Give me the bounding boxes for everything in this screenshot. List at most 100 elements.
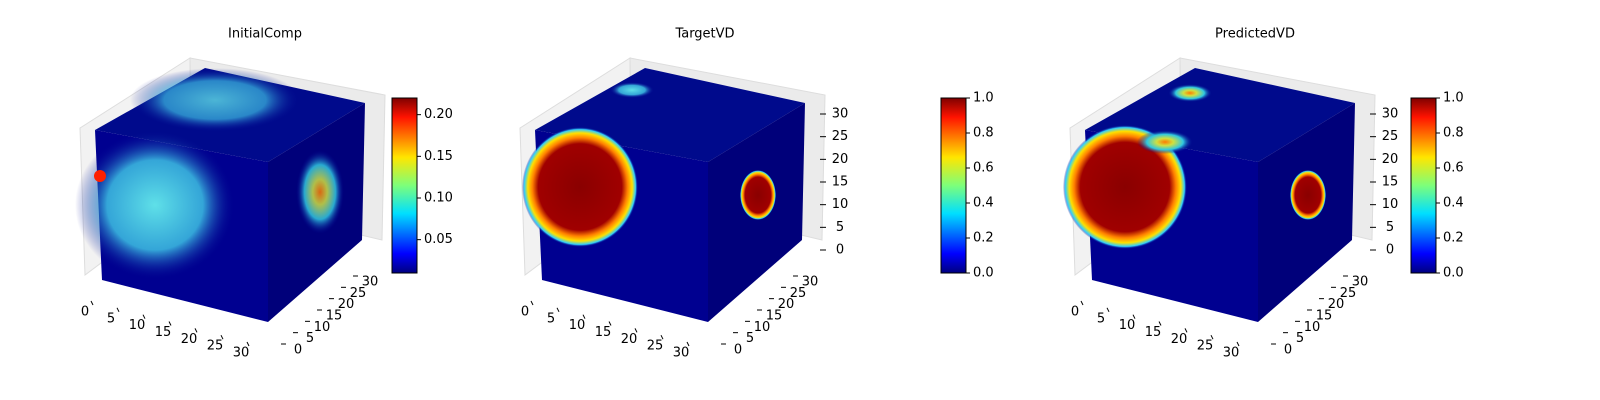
voxel-region: [1137, 130, 1193, 154]
x-tick-label: 20: [621, 332, 638, 347]
x-tick: [556, 307, 560, 313]
z-tick-label: 5: [1386, 220, 1394, 235]
z-tick-label: 30: [1382, 107, 1399, 122]
z-tick-label: 20: [832, 152, 849, 167]
x-tick: [1106, 307, 1110, 313]
y-tick-label: 20: [338, 297, 355, 312]
x-tick: [116, 307, 120, 313]
panel-title: TargetVD: [674, 27, 734, 42]
y-tick-label: 20: [778, 297, 795, 312]
x-tick: [582, 314, 586, 319]
colorbar-tick-label: 0.0: [973, 266, 994, 281]
z-tick-label: 25: [832, 129, 849, 144]
colorbar-tick-label: 1.0: [1443, 91, 1464, 106]
x-tick-label: 15: [155, 325, 172, 340]
voxel-region: [740, 170, 776, 220]
x-tick-label: 20: [1171, 332, 1188, 347]
y-tick-label: 10: [754, 320, 771, 335]
colorbar-tick-label: 0.8: [973, 126, 994, 141]
z-tick-label: 5: [836, 220, 844, 235]
x-tick: [1132, 314, 1136, 319]
y-tick-label: 15: [1316, 308, 1333, 323]
voxel-region: [1290, 170, 1326, 220]
x-tick: [220, 334, 224, 340]
x-tick-label: 25: [207, 339, 224, 354]
x-tick-label: 0: [81, 305, 89, 320]
x-tick: [686, 341, 690, 347]
colorbar-tick-label: 0.8: [1443, 126, 1464, 141]
x-tick: [90, 300, 94, 306]
x-tick-label: 20: [181, 332, 198, 347]
x-tick: [634, 328, 638, 333]
x-tick-label: 25: [647, 339, 664, 354]
y-tick-label: 25: [790, 286, 807, 301]
x-tick: [142, 314, 146, 319]
y-tick-label: 0: [294, 343, 302, 358]
colorbar-tick-label: 0.6: [973, 161, 994, 176]
x-tick-label: 10: [1119, 318, 1136, 333]
colorbar-tick-label: 0.2: [1443, 231, 1464, 246]
y-tick-label: 5: [306, 331, 314, 346]
x-tick-label: 5: [547, 311, 555, 326]
x-tick-label: 15: [595, 325, 612, 340]
x-tick: [1080, 300, 1084, 306]
x-tick-label: 0: [521, 305, 529, 320]
colorbar: [940, 97, 967, 274]
x-tick-label: 15: [1145, 325, 1162, 340]
colorbar-tick-label: 0.2: [973, 231, 994, 246]
voxel-blobs: [75, 68, 344, 280]
voxel-region: [296, 150, 344, 234]
colorbar: [391, 97, 418, 274]
x-tick: [194, 328, 198, 333]
voxel-region: [75, 130, 235, 280]
voxel-region: [1168, 84, 1212, 102]
voxel-region: [522, 127, 638, 247]
y-tick-label: 10: [1304, 320, 1321, 335]
colorbar-tick-label: 0.15: [424, 149, 453, 164]
y-tick-label: 5: [746, 331, 754, 346]
x-tick-label: 10: [569, 318, 586, 333]
x-tick: [1236, 341, 1240, 347]
x-tick-label: 30: [1223, 346, 1240, 361]
panel-title: PredictedVD: [1215, 27, 1295, 42]
z-tick-label: 10: [832, 197, 849, 212]
x-tick-label: 5: [107, 311, 115, 326]
y-tick-label: 10: [314, 320, 331, 335]
voxel-region: [130, 68, 300, 132]
x-tick: [246, 341, 250, 347]
x-tick-label: 25: [1197, 339, 1214, 354]
z-tick-label: 15: [832, 175, 849, 190]
x-tick-label: 5: [1097, 311, 1105, 326]
y-tick-label: 5: [1296, 331, 1304, 346]
colorbar-tick-label: 1.0: [973, 91, 994, 106]
x-tick-label: 30: [673, 346, 690, 361]
x-tick-label: 10: [129, 318, 146, 333]
colorbar-tick-label: 0.4: [1443, 196, 1464, 211]
voxel-region: [1063, 125, 1187, 249]
x-tick-label: 30: [233, 346, 250, 361]
z-tick-label: 20: [1382, 152, 1399, 167]
x-tick: [608, 321, 612, 326]
x-tick: [1158, 321, 1162, 326]
y-tick-label: 25: [350, 286, 367, 301]
y-tick-label: 0: [734, 343, 742, 358]
voxel-region: [610, 82, 654, 98]
z-tick-label: 25: [1382, 129, 1399, 144]
x-tick: [530, 300, 534, 306]
y-tick-label: 30: [362, 274, 379, 289]
z-tick-label: 30: [832, 107, 849, 122]
panel-title: InitialComp: [228, 27, 302, 42]
y-tick-label: 15: [326, 308, 343, 323]
y-tick-label: 30: [802, 274, 819, 289]
y-tick-label: 30: [1352, 274, 1369, 289]
voxel-region: [94, 170, 106, 182]
colorbar-tick-label: 0.4: [973, 196, 994, 211]
colorbar-tick-label: 0.10: [424, 191, 453, 206]
x-tick-label: 0: [1071, 305, 1079, 320]
colorbar-tick-label: 0.6: [1443, 161, 1464, 176]
voxel-blobs: [522, 82, 776, 247]
